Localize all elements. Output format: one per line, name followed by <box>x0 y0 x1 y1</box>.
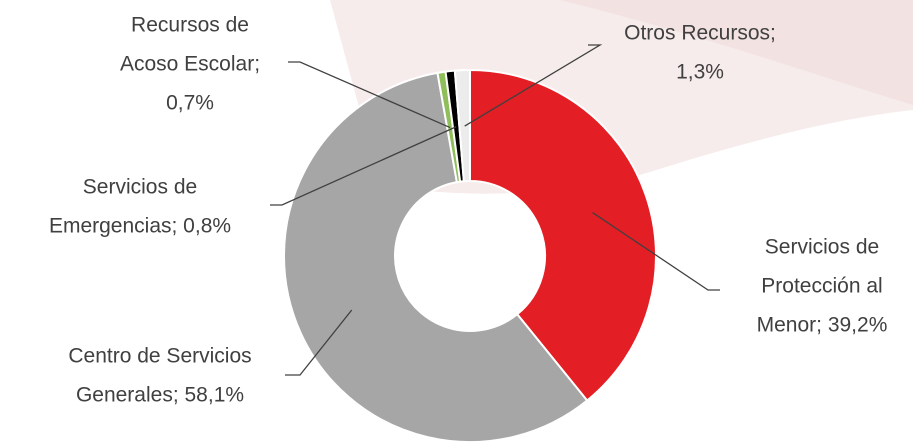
leader-line <box>270 126 457 206</box>
background-shape <box>560 0 913 105</box>
data-label: Generales; 58,1% <box>76 384 244 407</box>
data-label: Servicios de <box>83 176 197 199</box>
leader-line <box>288 61 451 129</box>
data-label: Servicios de <box>765 236 879 259</box>
leader-line <box>464 44 603 127</box>
data-label: Centro de Servicios <box>68 345 251 368</box>
donut-slice <box>453 68 471 183</box>
leader-line <box>592 212 720 291</box>
data-label: Emergencias; 0,8% <box>49 215 231 238</box>
data-label: Recursos de <box>131 14 249 37</box>
data-label: Otros Recursos; <box>624 22 776 45</box>
data-label: Acoso Escolar; <box>120 53 260 76</box>
donut-slice <box>283 71 589 443</box>
data-label: Menor; 39,2% <box>757 314 888 337</box>
data-label: 0,7% <box>166 92 214 115</box>
data-label: Protección al <box>761 275 882 298</box>
leader-line <box>285 309 353 376</box>
donut-slice <box>469 68 657 402</box>
data-label: 1,3% <box>676 61 724 84</box>
